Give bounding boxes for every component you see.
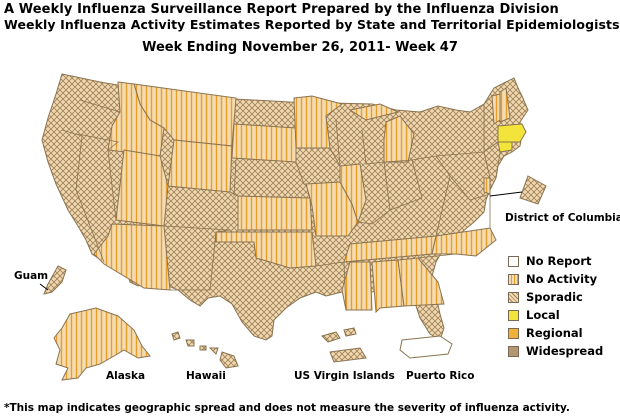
guam-shape: [43, 265, 67, 295]
usvi-shape: [321, 327, 367, 363]
local-states: [497, 123, 527, 153]
legend-item-regional: Regional: [508, 324, 603, 342]
state-mississippi: [341, 261, 373, 311]
no-activity-states: [93, 81, 511, 314]
legend-item-local: Local: [508, 306, 603, 324]
legend-item-no-activity: No Activity: [508, 270, 603, 288]
state-delaware: [483, 177, 491, 195]
legend-swatch-widespread: [508, 345, 519, 357]
state-kansas: [237, 195, 313, 231]
state-connecticut: [497, 141, 513, 153]
legend-swatch-sporadic: [508, 291, 519, 303]
state-oklahoma: [215, 231, 317, 269]
title-line-2: Weekly Influenza Activity Estimates Repo…: [4, 17, 620, 32]
week-title: Week Ending November 26, 2011- Week 47: [142, 40, 458, 55]
footnote: *This map indicates geographic spread an…: [4, 402, 570, 414]
state-new-hampshire: [499, 87, 511, 123]
alaska-shape: [53, 307, 151, 381]
state-south-dakota: [231, 123, 297, 163]
state-alabama: [371, 259, 405, 314]
hawaii-shape: [171, 331, 239, 369]
puerto-rico-shape: [399, 335, 453, 359]
state-arizona: [93, 223, 171, 291]
state-wyoming: [167, 139, 233, 193]
legend-item-widespread: Widespread: [508, 342, 603, 360]
state-michigan: [383, 115, 415, 163]
legend-swatch-no-activity: [508, 273, 519, 285]
state-idaho: [107, 81, 165, 157]
label-usvi: US Virgin Islands: [294, 370, 395, 382]
legend-item-no-report: No Report: [508, 252, 603, 270]
label-hawaii: Hawaii: [186, 370, 226, 382]
state-borders: [61, 99, 501, 311]
state-massachusetts: [497, 123, 527, 143]
state-utah: [115, 149, 169, 227]
legend-label: Local: [526, 308, 560, 322]
legend-label: Sporadic: [526, 290, 583, 304]
state-georgia: [397, 257, 445, 307]
legend-label: Widespread: [526, 344, 604, 358]
state-michigan-up: [348, 103, 400, 121]
legend-label: No Activity: [526, 272, 598, 286]
legend-swatch-no-report: [508, 255, 519, 267]
legend-label: Regional: [526, 326, 583, 340]
title-line-1: A Weekly Influenza Surveillance Report P…: [4, 2, 559, 17]
legend-label: No Report: [526, 254, 592, 268]
legend: No Report No Activity Sporadic Local Reg…: [508, 252, 603, 360]
label-guam: Guam: [14, 270, 49, 282]
legend-swatch-regional: [508, 327, 519, 339]
label-puerto-rico: Puerto Rico: [406, 370, 475, 382]
state-vermont: [491, 93, 501, 125]
legend-item-sporadic: Sporadic: [508, 288, 603, 306]
label-dc: District of Columbia: [505, 212, 620, 224]
legend-swatch-local: [508, 309, 519, 321]
label-alaska: Alaska: [106, 370, 146, 382]
dc-inset: [519, 175, 547, 205]
